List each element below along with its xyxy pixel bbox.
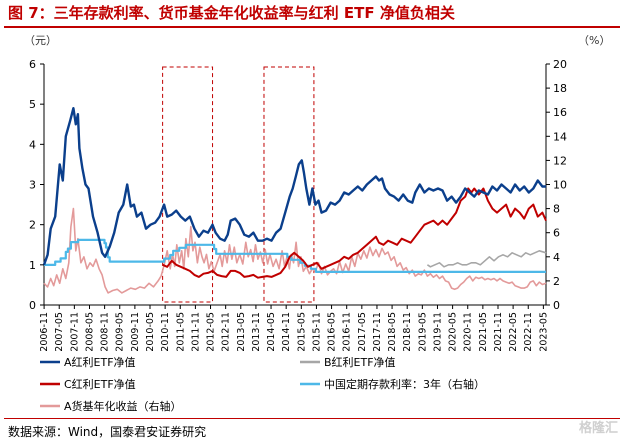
right-tick-label: 18 [553, 82, 567, 95]
x-tick-label: 2016-05 [327, 312, 338, 352]
x-tick-label: 2015-05 [296, 312, 307, 352]
x-tick-label: 2013-05 [236, 312, 247, 352]
highlight-box [263, 66, 315, 303]
x-tick-label: 2017-11 [372, 312, 383, 352]
x-tick-label: 2013-11 [251, 312, 262, 352]
x-tick-label: 2021-05 [478, 312, 489, 352]
left-tick-label: 6 [29, 58, 36, 71]
x-tick-label: 2011-05 [175, 312, 186, 352]
x-tick-label: 2014-05 [266, 312, 277, 352]
legend-label: B红利ETF净值 [324, 355, 396, 369]
left-tick-label: 2 [29, 219, 36, 232]
x-tick-label: 2018-11 [402, 312, 413, 352]
x-tick-label: 2012-05 [206, 312, 217, 352]
series-layer [42, 107, 547, 294]
legend-label: 中国定期存款利率：3年（右轴） [324, 377, 485, 391]
right-tick-label: 16 [553, 106, 567, 119]
x-tick-label: 2017-05 [357, 312, 368, 352]
right-tick-label: 20 [553, 58, 567, 71]
series-line-4 [44, 238, 546, 273]
source-note: 数据来源：Wind，国泰君安证券研究 [8, 425, 207, 439]
x-tick-label: 2019-05 [417, 312, 428, 352]
left-axis-unit: （元） [24, 34, 57, 47]
x-tick-label: 2011-11 [190, 312, 201, 352]
x-tick-label: 2007-11 [69, 312, 80, 352]
x-tick-label: 2023-05 [538, 312, 549, 352]
left-tick-label: 0 [29, 299, 36, 312]
x-tick-label: 2022-05 [508, 312, 519, 352]
x-tick-label: 2010-11 [160, 312, 171, 352]
x-tick-label: 2020-05 [448, 312, 459, 352]
right-tick-label: 2 [553, 275, 560, 288]
right-tick-label: 12 [553, 154, 567, 167]
right-tick-label: 14 [553, 130, 567, 143]
source-divider [4, 418, 620, 419]
legend-label: C红利ETF净值 [64, 377, 136, 391]
x-tick-label: 2021-11 [493, 312, 504, 352]
x-tick-label: 2008-11 [100, 312, 111, 352]
legend: A红利ETF净值 B红利ETF净值 C红利ETF净值 中国定期存款利率：3年（右轴） A… [40, 355, 485, 413]
left-tick-label: 4 [29, 138, 36, 151]
x-tick-label: 2018-05 [387, 312, 398, 352]
x-tick-label: 2009-05 [115, 312, 126, 352]
x-tick-label: 2008-05 [84, 312, 95, 352]
x-tick-label: 2010-05 [145, 312, 156, 352]
right-axis-unit: （%） [578, 34, 610, 47]
series-line-1 [42, 107, 546, 266]
left-tick-label: 3 [29, 179, 36, 192]
left-tick-label: 5 [29, 98, 36, 111]
right-tick-label: 0 [553, 299, 560, 312]
x-tick-label: 2007-05 [54, 312, 65, 352]
x-tick-label: 2022-11 [523, 312, 534, 352]
figure-title: 图 7：三年存款利率、货币基金年化收益率与红利 ETF 净值负相关 [8, 4, 455, 22]
right-tick-label: 6 [553, 227, 560, 240]
legend-label: A红利ETF净值 [64, 355, 136, 369]
highlight-layer [162, 66, 315, 303]
series-line-5 [43, 207, 547, 294]
right-tick-label: 10 [553, 179, 567, 192]
x-tick-label: 2020-11 [463, 312, 474, 352]
right-tick-label: 8 [553, 203, 560, 216]
x-tick-label: 2015-11 [311, 312, 322, 352]
x-tick-label: 2016-11 [342, 312, 353, 352]
watermark: 格隆汇 [578, 421, 618, 436]
series-line-2 [426, 250, 547, 268]
title-divider [4, 26, 620, 28]
right-tick-label: 4 [553, 251, 560, 264]
highlight-box [162, 66, 214, 303]
x-tick-label: 2019-11 [432, 312, 443, 352]
left-tick-label: 1 [29, 259, 36, 272]
x-tick-label: 2009-11 [130, 312, 141, 352]
x-tick-label: 2014-11 [281, 312, 292, 352]
x-tick-label: 2012-11 [221, 312, 232, 352]
series-line-3 [162, 187, 547, 279]
x-tick-label: 2006-11 [39, 312, 50, 352]
legend-label: A货基年化收益（右轴） [64, 399, 182, 413]
